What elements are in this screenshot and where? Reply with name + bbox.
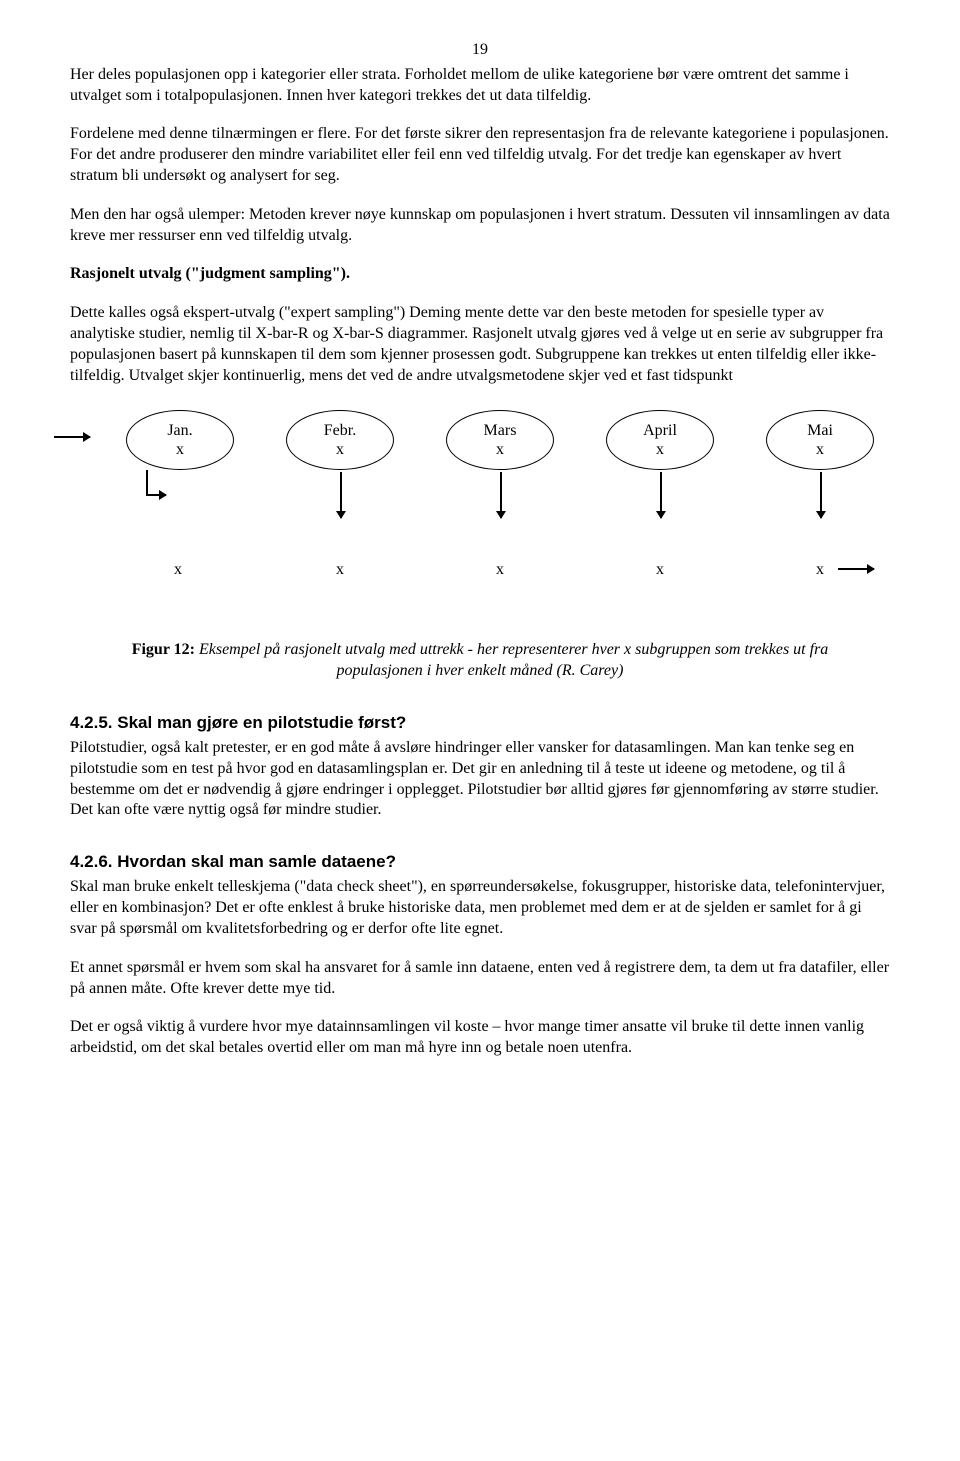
node-label-bottom: x [287, 440, 393, 459]
arrow-hook-icon [146, 470, 206, 510]
arrow-down-icon [660, 472, 662, 518]
page-number: 19 [70, 40, 890, 61]
node-label-top: Mai [767, 421, 873, 440]
paragraph-5: Pilotstudier, også kalt pretester, er en… [70, 738, 890, 821]
paragraph-1: Her deles populasjonen opp i kategorier … [70, 65, 890, 107]
paragraph-3: Men den har også ulemper: Metoden krever… [70, 205, 890, 247]
x-label: x [174, 560, 182, 581]
figure-text: Eksempel på rasjonelt utvalg med uttrekk… [195, 641, 828, 679]
subsection-heading-collect: 4.2.6. Hvordan skal man samle dataene? [70, 851, 890, 873]
node-label-top: Mars [447, 421, 553, 440]
node-label-top: Febr. [287, 421, 393, 440]
month-node-may: Mai x [766, 410, 874, 470]
arrow-down-icon [820, 472, 822, 518]
node-label-bottom: x [607, 440, 713, 459]
paragraph-4: Dette kalles også ekspert-utvalg ("exper… [70, 303, 890, 386]
figure-caption: Figur 12: Eksempel på rasjonelt utvalg m… [100, 640, 860, 682]
x-label: x [656, 560, 664, 581]
node-label-top: April [607, 421, 713, 440]
section-heading-judgment: Rasjonelt utvalg ("judgment sampling"). [70, 264, 890, 285]
paragraph-6: Skal man bruke enkelt telleskjema ("data… [70, 877, 890, 939]
arrow-down-icon [500, 472, 502, 518]
node-label-top: Jan. [127, 421, 233, 440]
month-node-jan: Jan. x [126, 410, 234, 470]
x-label: x [496, 560, 504, 581]
node-label-bottom: x [767, 440, 873, 459]
x-label: x [816, 560, 824, 581]
arrow-down-icon [340, 472, 342, 518]
paragraph-7: Et annet spørsmål er hvem som skal ha an… [70, 958, 890, 1000]
arrow-out-icon [838, 568, 874, 570]
month-node-feb: Febr. x [286, 410, 394, 470]
sampling-diagram: Jan. x Febr. x Mars x April x Mai x x x … [90, 410, 870, 590]
node-label-bottom: x [447, 440, 553, 459]
x-label: x [336, 560, 344, 581]
node-label-bottom: x [127, 440, 233, 459]
month-node-apr: April x [606, 410, 714, 470]
figure-label: Figur 12: [132, 641, 195, 658]
arrow-in-icon [54, 436, 90, 438]
paragraph-8: Det er også viktig å vurdere hvor mye da… [70, 1017, 890, 1059]
subsection-heading-pilot: 4.2.5. Skal man gjøre en pilotstudie før… [70, 712, 890, 734]
paragraph-2: Fordelene med denne tilnærmingen er fler… [70, 124, 890, 186]
month-node-mar: Mars x [446, 410, 554, 470]
